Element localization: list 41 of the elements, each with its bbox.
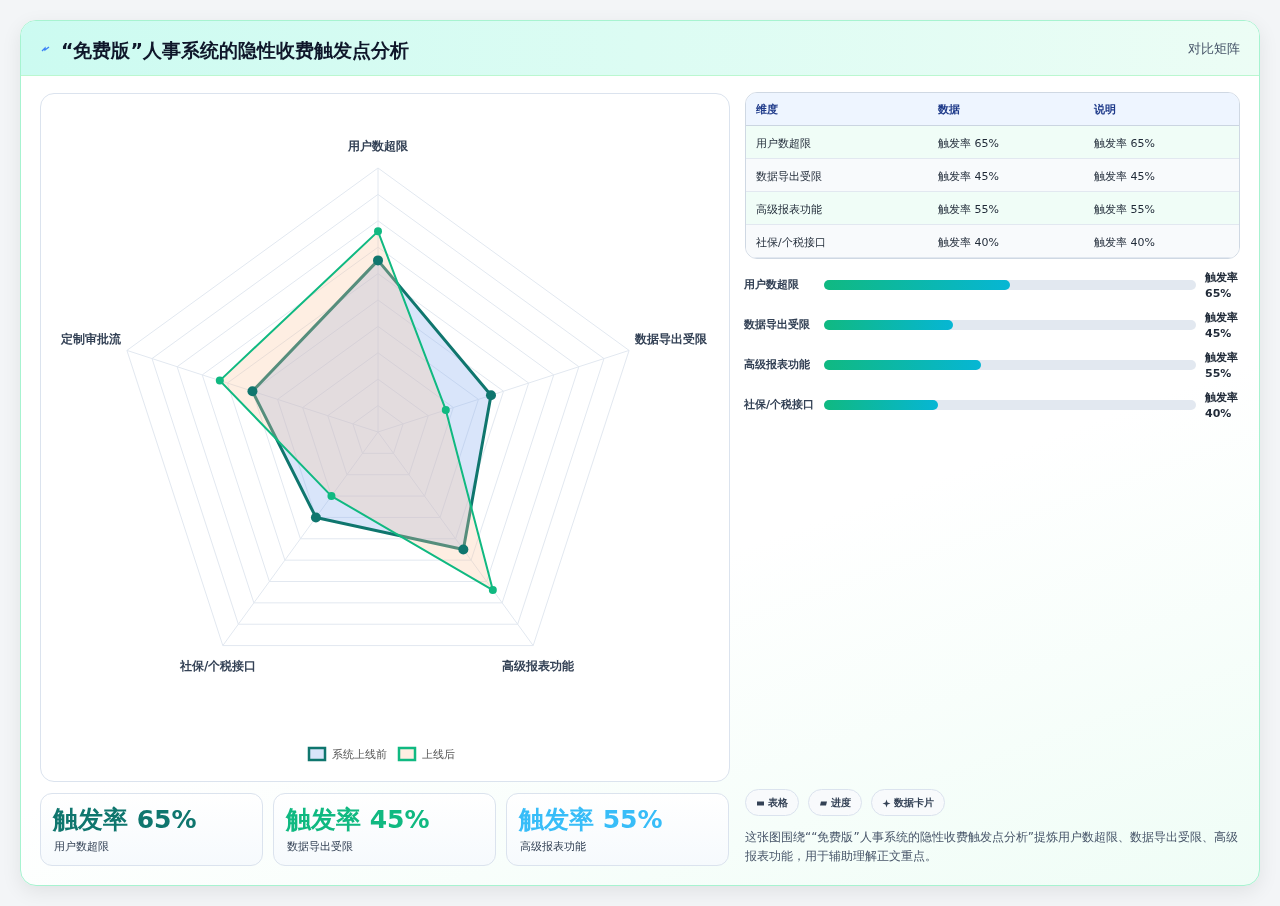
- spoke-label: 数据导出受限: [633, 331, 708, 346]
- text: 触发率 65%: [1094, 137, 1155, 150]
- spoke-label: 社保/个税接口: [178, 659, 257, 674]
- data-label: 触发率 45%: [1205, 310, 1239, 342]
- category-label: 触发率 55%: [519, 804, 664, 836]
- text: 触发率 55%: [1094, 203, 1155, 216]
- category-label: 维度: [756, 102, 779, 117]
- text: 触发率 45%: [938, 170, 999, 183]
- category-label: 数据导出受限: [756, 170, 822, 183]
- spoke-label: 用户数超限: [347, 139, 409, 153]
- category-label: 触发率 45%: [286, 804, 431, 836]
- data-label: 触发率 40%: [1205, 390, 1239, 422]
- text: 用户数超限: [54, 839, 110, 854]
- text: 高级报表功能: [520, 839, 587, 854]
- spoke-label: 定制审批流: [60, 331, 123, 346]
- legend-label: 上线后: [422, 748, 455, 761]
- text: 触发率 40%: [938, 236, 999, 249]
- legend-label: 系统上线前: [332, 748, 387, 761]
- category-label: 触发率 65%: [53, 804, 198, 836]
- category-label: 数据卡片: [894, 797, 934, 808]
- text: 触发率 65%: [938, 137, 999, 150]
- category-label: 高级报表功能: [756, 203, 822, 216]
- category-label: 进度: [831, 797, 851, 808]
- data-label: 触发率 55%: [1205, 350, 1239, 382]
- text: 对比矩阵: [1187, 40, 1240, 58]
- text: 触发率 55%: [938, 203, 999, 216]
- y-tick-label: 用户数超限: [744, 277, 800, 292]
- category-label: 数据: [938, 102, 961, 117]
- y-tick-label: 数据导出受限: [744, 317, 811, 332]
- text: 触发率 40%: [1094, 236, 1155, 249]
- spoke-label: 高级报表功能: [501, 659, 575, 674]
- text: 这张图围绕““免费版”人事系统的隐性收费触发点分析”提炼用户数超限、数据导出受限、高级报表功能，用于辅助理解正文重点。: [745, 829, 1239, 865]
- y-tick-label: 高级报表功能: [744, 357, 811, 372]
- category-label: 表格: [768, 797, 788, 808]
- text: “免费版”人事系统的隐性收费触发点分析: [61, 38, 410, 63]
- data-label: 触发率 65%: [1205, 270, 1239, 302]
- text: 触发率 45%: [1094, 170, 1155, 183]
- y-tick-label: 社保/个税接口: [744, 397, 816, 412]
- text: 数据导出受限: [287, 839, 354, 854]
- category-label: 社保/个税接口: [756, 236, 826, 249]
- category-label: 说明: [1094, 102, 1117, 117]
